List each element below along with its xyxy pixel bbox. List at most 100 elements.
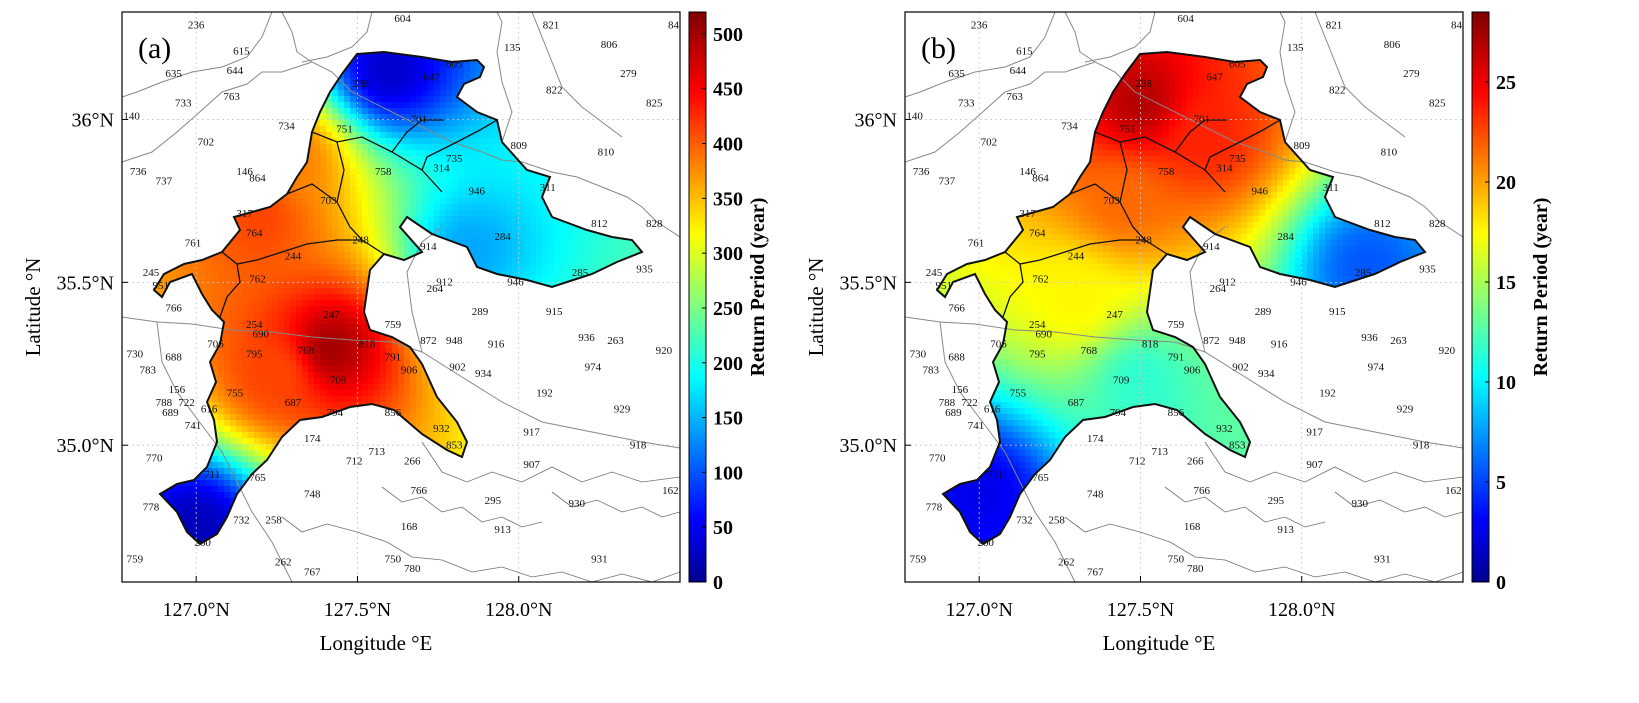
station-label: 828 — [646, 218, 663, 230]
station-label: 247 — [1106, 309, 1123, 321]
station-label: 284 — [1277, 231, 1294, 243]
station-label: 912 — [1219, 277, 1236, 289]
station-label: 254 — [246, 319, 263, 331]
station-label: 284 — [494, 231, 511, 243]
station-label: 766 — [1193, 485, 1210, 497]
station-label: 936 — [578, 332, 595, 344]
station-label: 825 — [646, 97, 663, 109]
station-labels: 236 604 821 806 84 615 135 635 644 605 279 647 238 82… — [123, 13, 679, 579]
map-frame — [904, 11, 1464, 583]
station-label: 934 — [1258, 368, 1275, 380]
colorbar-tick-label: 500 — [713, 24, 743, 46]
station-label: 702 — [981, 137, 998, 149]
station-label: 856 — [1168, 407, 1185, 419]
station-label: 768 — [298, 345, 315, 357]
station-label: 780 — [1187, 563, 1204, 575]
station-label: 770 — [146, 452, 163, 464]
colorbar-tick-label: 25 — [1496, 72, 1516, 94]
station-label: 935 — [1419, 264, 1436, 276]
station-label: 948 — [446, 335, 463, 347]
station-label: 260 — [977, 537, 994, 549]
station-label: 616 — [984, 404, 1001, 416]
colorbar-tick-label: 20 — [1496, 172, 1516, 194]
station-label: 736 — [913, 166, 930, 178]
station-label: 135 — [504, 42, 521, 54]
station-label: 822 — [1329, 84, 1346, 96]
station-label: 706 — [990, 338, 1007, 350]
graticule — [122, 12, 680, 582]
station-label: 759 — [1168, 319, 1185, 331]
station-label: 907 — [523, 459, 540, 471]
station-label: 730 — [127, 348, 144, 360]
y-tick-label: 36°N — [72, 109, 114, 131]
station-label: 135 — [1287, 42, 1304, 54]
station-label: 974 — [585, 361, 602, 373]
station-label: 912 — [436, 277, 453, 289]
x-tick-label: 127.0°N — [162, 599, 229, 621]
x-tick-label: 127.5°N — [1107, 599, 1174, 621]
station-label: 914 — [420, 241, 437, 253]
station-label: 263 — [1390, 335, 1407, 347]
station-label: 732 — [233, 514, 250, 526]
station-label: 764 — [1029, 228, 1046, 240]
station-label: 146 — [236, 166, 253, 178]
station-label: 946 — [507, 277, 524, 289]
station-label: 755 — [1010, 387, 1027, 399]
station-label: 918 — [630, 439, 647, 451]
station-label: 759 — [127, 553, 144, 565]
station-label: 258 — [1048, 514, 1065, 526]
station-label: 765 — [1032, 472, 1049, 484]
station-label: 915 — [546, 306, 563, 318]
station-label: 778 — [926, 501, 943, 513]
station-label: 604 — [394, 13, 411, 25]
station-label: 936 — [1361, 332, 1378, 344]
station-label: 763 — [1006, 91, 1023, 103]
station-label: 146 — [1019, 166, 1036, 178]
station-label: 317 — [1019, 208, 1036, 220]
station-label: 236 — [188, 19, 205, 31]
station-label: 317 — [236, 208, 253, 220]
station-label: 915 — [1329, 306, 1346, 318]
station-label: 872 — [420, 335, 437, 347]
station-label: 809 — [1293, 140, 1310, 152]
station-label: 902 — [1232, 361, 1249, 373]
station-label: 254 — [1029, 319, 1046, 331]
station-label: 906 — [1184, 365, 1201, 377]
x-tick-label: 127.0°N — [945, 599, 1012, 621]
station-label: 735 — [446, 153, 463, 165]
station-label: 788 — [939, 397, 956, 409]
station-label: 931 — [591, 553, 608, 565]
colorbar-tick-label: 0 — [1496, 572, 1506, 594]
station-label: 615 — [233, 45, 250, 57]
station-label: 722 — [178, 397, 195, 409]
station-label: 314 — [433, 163, 450, 175]
station-label: 703 — [1103, 195, 1120, 207]
station-label: 264 — [427, 283, 444, 295]
station-label: 236 — [971, 19, 988, 31]
station-label: 856 — [385, 407, 402, 419]
station-label: 285 — [572, 267, 589, 279]
station-label: 712 — [1129, 456, 1146, 468]
station-label: 818 — [359, 338, 376, 350]
station-label: 690 — [252, 329, 269, 341]
station-label: 734 — [1061, 120, 1078, 132]
colorbar-tick-label: 450 — [713, 79, 743, 101]
station-label: 734 — [278, 120, 295, 132]
station-label: 748 — [1087, 488, 1104, 500]
map-panel-b: 236 604 821 806 84 615 135 635 644 605 279 647 238 82… — [804, 11, 1552, 655]
y-axis-label: Latitude °N — [804, 258, 828, 357]
province-boundaries — [905, 12, 1463, 582]
station-label: 853 — [446, 439, 463, 451]
station-label: 750 — [1168, 553, 1185, 565]
station-label: 759 — [385, 319, 402, 331]
station-label: 822 — [546, 84, 563, 96]
map-panel-a: 236 604 821 806 84 615 135 635 644 605 279 647 238 82… — [21, 11, 769, 655]
station-label: 770 — [929, 452, 946, 464]
station-label: 701 — [1193, 114, 1210, 126]
station-label: 84 — [1451, 19, 1463, 31]
station-label: 920 — [656, 345, 673, 357]
station-label: 764 — [246, 228, 263, 240]
station-label: 825 — [1429, 97, 1446, 109]
station-label: 688 — [165, 352, 182, 364]
station-label: 758 — [375, 166, 392, 178]
